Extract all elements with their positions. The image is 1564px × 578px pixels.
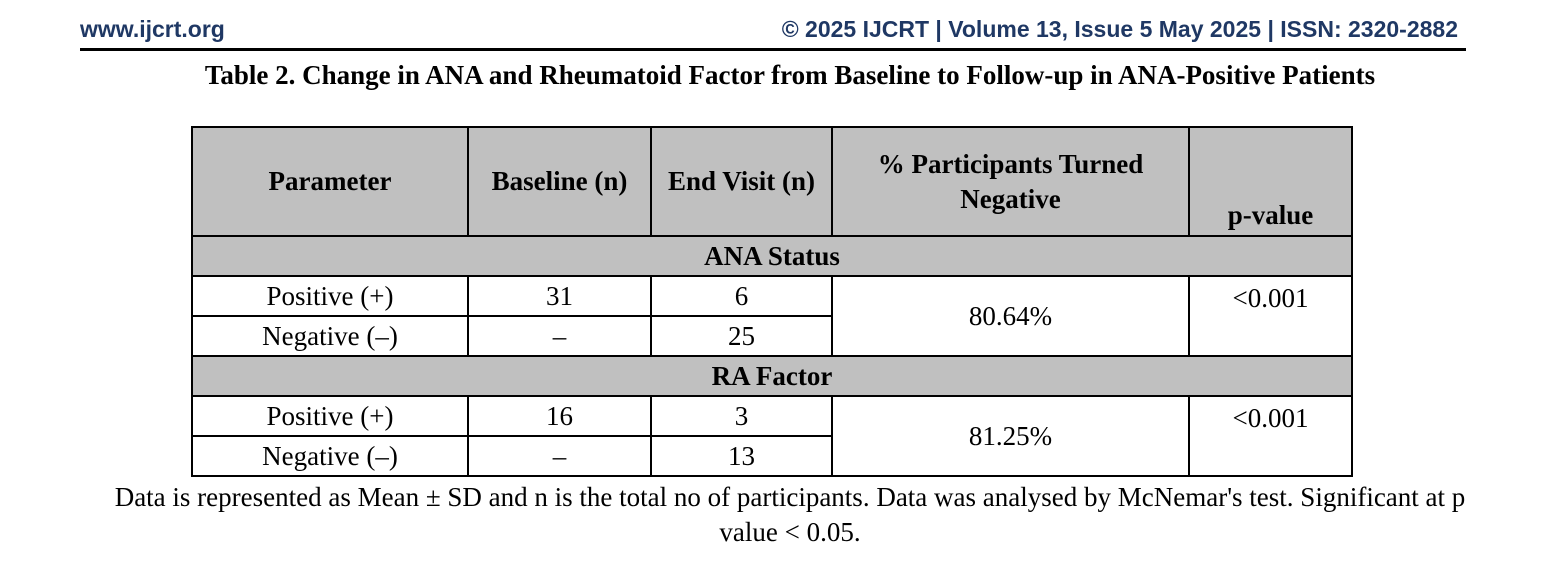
table-row: Negative (–) – 13 (191, 435, 1352, 477)
cell-parameter: Positive (+) (191, 275, 469, 317)
header-row: Parameter Baseline (n) End Visit (n) % P… (191, 126, 1353, 237)
section-title: RA Factor (191, 355, 1353, 397)
table-footnote: Data is represented as Mean ± SD and n i… (114, 482, 1466, 547)
results-table: Parameter Baseline (n) End Visit (n) % P… (191, 126, 1353, 477)
cell-percent-negative: 80.64% (831, 275, 1190, 357)
cell-baseline: – (467, 315, 652, 357)
cell-baseline: 16 (467, 395, 652, 437)
cell-parameter: Negative (–) (191, 315, 469, 357)
table-caption: Table 2. Change in ANA and Rheumatoid Fa… (204, 60, 1376, 90)
cell-parameter: Negative (–) (191, 435, 469, 477)
journal-info: © 2025 IJCRT | Volume 13, Issue 5 May 20… (781, 16, 1458, 42)
section-row-ana: ANA Status (191, 235, 1353, 277)
table-row: Negative (–) – 25 (191, 315, 1352, 357)
header-end-visit: End Visit (n) (650, 126, 833, 237)
cell-end-visit: 25 (650, 315, 833, 357)
cell-p-value: <0.001 (1188, 275, 1353, 357)
header-p-value: p-value (1188, 126, 1353, 237)
page-header: www.ijcrt.org © 2025 IJCRT | Volume 13, … (80, 14, 1466, 51)
cell-parameter: Positive (+) (191, 395, 469, 437)
site-url[interactable]: www.ijcrt.org (80, 16, 225, 42)
cell-end-visit: 6 (650, 275, 833, 317)
section-row-ra: RA Factor (191, 355, 1353, 397)
header-parameter: Parameter (191, 126, 469, 237)
cell-percent-negative: 81.25% (831, 395, 1190, 477)
cell-p-value: <0.001 (1188, 395, 1353, 477)
header-percent-negative: % Participants Turned Negative (831, 126, 1190, 237)
cell-end-visit: 13 (650, 435, 833, 477)
table-row: Positive (+) 16 3 81.25% <0.001 (191, 395, 1353, 477)
cell-baseline: 31 (467, 275, 652, 317)
cell-end-visit: 3 (650, 395, 833, 437)
header-baseline: Baseline (n) (467, 126, 652, 237)
section-title: ANA Status (191, 235, 1353, 277)
table-row: Positive (+) 31 6 80.64% <0.001 (191, 275, 1353, 357)
cell-baseline: – (467, 435, 652, 477)
